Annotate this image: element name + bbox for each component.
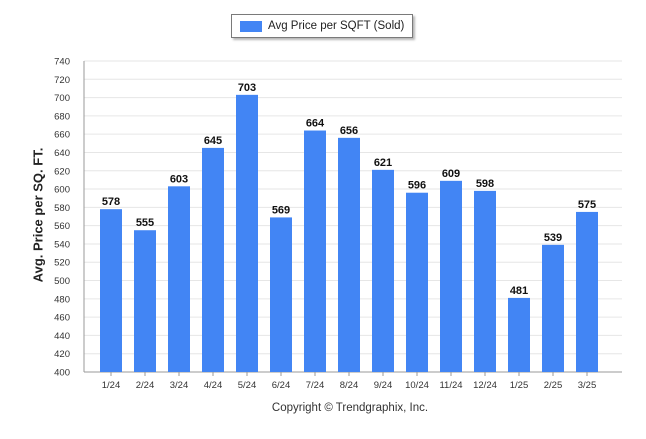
data-label: 569 xyxy=(272,204,290,216)
y-tick-label: 680 xyxy=(54,111,70,122)
x-tick-label: 1/24 xyxy=(102,380,121,391)
data-label: 645 xyxy=(204,135,222,147)
bar xyxy=(134,230,156,372)
bar xyxy=(542,244,564,372)
x-tick-label: 6/24 xyxy=(272,380,291,391)
legend-swatch xyxy=(240,20,262,32)
x-tick-label: 9/24 xyxy=(374,380,393,391)
data-label: 555 xyxy=(136,217,154,229)
data-label: 575 xyxy=(578,199,596,211)
bar xyxy=(236,94,258,372)
bar xyxy=(406,192,428,372)
y-tick-label: 600 xyxy=(54,185,70,196)
copyright-footer: Copyright © Trendgraphix, Inc. xyxy=(271,402,429,414)
legend-label: Avg Price per SQFT (Sold) xyxy=(268,20,405,32)
bar xyxy=(202,147,224,372)
data-label: 603 xyxy=(170,173,188,185)
y-tick-label: 620 xyxy=(54,166,70,177)
x-tick-label: 11/24 xyxy=(439,380,462,391)
x-tick-label: 10/24 xyxy=(405,380,429,391)
bar xyxy=(304,130,326,372)
data-label: 703 xyxy=(238,82,256,94)
y-axis-label: Avg. Price per SQ. FT. xyxy=(30,147,46,283)
bar xyxy=(270,217,292,372)
x-tick-label: 3/24 xyxy=(170,380,189,391)
data-label: 609 xyxy=(442,168,460,180)
x-tick-label: 7/24 xyxy=(306,380,325,391)
bar xyxy=(508,297,530,372)
x-tick-label: 4/24 xyxy=(204,380,223,391)
y-tick-label: 480 xyxy=(54,294,70,305)
y-tick-label: 560 xyxy=(54,221,70,232)
x-tick-label: 8/24 xyxy=(340,380,359,391)
x-tick-label: 2/24 xyxy=(136,380,155,391)
bar xyxy=(168,186,190,372)
x-tick-label: 2/25 xyxy=(544,380,563,391)
y-tick-label: 460 xyxy=(54,313,70,324)
legend: Avg Price per SQFT (Sold) xyxy=(231,14,413,38)
data-label: 539 xyxy=(544,232,562,244)
y-tick-label: 420 xyxy=(54,349,70,360)
y-tick-label: 580 xyxy=(54,203,70,214)
data-label: 578 xyxy=(102,196,120,208)
x-tick-label: 12/24 xyxy=(473,380,497,391)
data-label: 481 xyxy=(510,285,528,297)
bar xyxy=(100,209,122,372)
y-tick-label: 640 xyxy=(54,148,70,159)
y-tick-label: 520 xyxy=(54,258,70,269)
y-tick-label: 660 xyxy=(54,130,70,141)
data-label: 664 xyxy=(306,118,325,130)
x-tick-label: 1/25 xyxy=(510,380,529,391)
x-tick-label: 5/24 xyxy=(238,380,257,391)
y-tick-label: 720 xyxy=(54,75,70,86)
bar xyxy=(474,190,496,372)
y-tick-label: 540 xyxy=(54,239,70,250)
x-tick-label: 3/25 xyxy=(578,380,597,391)
data-label: 596 xyxy=(408,180,426,192)
bar xyxy=(440,180,462,372)
bar xyxy=(372,169,394,372)
data-label: 656 xyxy=(340,125,358,137)
bar xyxy=(576,211,598,372)
y-tick-label: 740 xyxy=(54,57,70,68)
bar xyxy=(338,137,360,372)
data-label: 598 xyxy=(476,178,494,190)
y-tick-label: 400 xyxy=(54,368,70,379)
y-tick-label: 700 xyxy=(54,93,70,104)
data-label: 621 xyxy=(374,157,392,169)
y-tick-label: 500 xyxy=(54,276,70,287)
y-tick-label: 440 xyxy=(54,331,70,342)
